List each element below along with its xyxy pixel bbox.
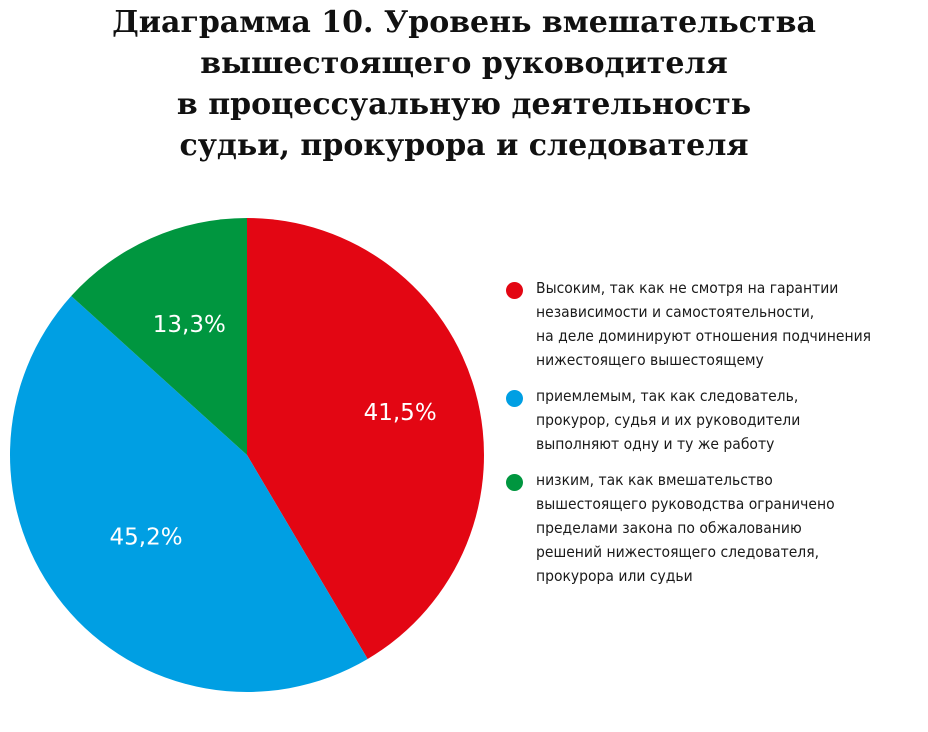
pie-slices <box>10 218 484 692</box>
legend-text-line: независимости и самостоятельности, <box>536 303 815 321</box>
pie-label-high: 41,5% <box>364 400 437 426</box>
legend-text-line: нижестоящего вышестоящему <box>536 351 764 369</box>
legend-item-low: низким, так как вмешательство вышестояще… <box>506 468 921 588</box>
pie-labels: 41,5% 45,2% 13,3% <box>110 312 437 550</box>
legend-item-acceptable: приемлемым, так как следователь, прокуро… <box>506 384 921 456</box>
chart-title-line-3: в процессуальную деятельность <box>176 87 752 122</box>
pie-slice-high <box>247 218 484 659</box>
legend-text-line: решений нижестоящего следователя, <box>536 543 820 561</box>
chart-title: Диаграмма 10. Уровень вмешательства выше… <box>0 2 928 166</box>
pie-chart: 41,5% 45,2% 13,3% <box>10 218 484 692</box>
pie-label-acceptable: 45,2% <box>110 524 183 550</box>
legend-text-line: выполняют одну и ту же работу <box>536 435 775 453</box>
legend-text-line: прокурора или судьи <box>536 567 693 585</box>
chart-title-line-4: судьи, прокурора и следователя <box>179 128 749 163</box>
legend-text-line: пределами закона по обжалованию <box>536 519 802 537</box>
legend-dot-acceptable <box>506 390 523 407</box>
legend-dot-high <box>506 282 523 299</box>
chart-legend: Высоким, так как не смотря на гарантии н… <box>506 276 921 600</box>
pie-label-low: 13,3% <box>153 312 226 338</box>
legend-item-high: Высоким, так как не смотря на гарантии н… <box>506 276 921 372</box>
legend-dot-low <box>506 474 523 491</box>
legend-text-line: низким, так как вмешательство <box>536 471 773 489</box>
pie-slice-low <box>71 218 247 455</box>
legend-text-line: Высоким, так как не смотря на гарантии <box>536 279 839 297</box>
pie-slice-acceptable <box>10 296 368 692</box>
legend-text-line: прокурор, судья и их руководители <box>536 411 801 429</box>
chart-title-line-1: Диаграмма 10. Уровень вмешательства <box>112 5 816 40</box>
chart-title-line-2: вышестоящего руководителя <box>200 46 728 81</box>
legend-text-line: приемлемым, так как следователь, <box>536 387 799 405</box>
legend-text-line: вышестоящего руководства ограничено <box>536 495 835 513</box>
legend-text-line: на деле доминируют отношения подчинения <box>536 327 872 345</box>
